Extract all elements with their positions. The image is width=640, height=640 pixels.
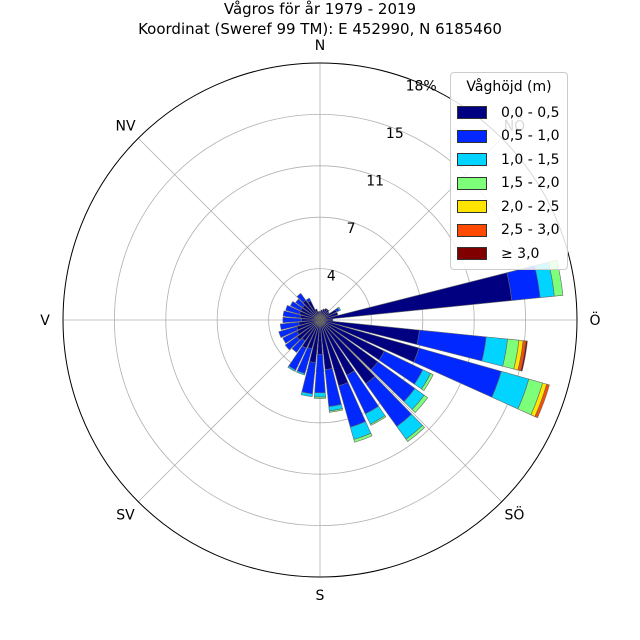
direction-label: S	[316, 588, 325, 604]
sector-bar-segment	[284, 336, 300, 351]
radial-tick-label: 4	[327, 268, 336, 284]
radial-tick-labels: 4 7 11 15 18%	[327, 78, 437, 284]
sector-bar-segment	[353, 432, 373, 443]
grid-spoke	[137, 319, 321, 503]
polar-grid	[63, 63, 577, 577]
sector-bar-segment	[421, 373, 434, 392]
sector-bar-segment	[405, 425, 425, 443]
radial-tick-label: 15	[386, 126, 404, 142]
radial-tick-label: 7	[347, 221, 356, 237]
legend-swatch	[457, 176, 487, 190]
sector-bar-segment	[319, 311, 339, 321]
legend-swatch	[457, 129, 487, 143]
sector-bar-segment	[411, 394, 429, 413]
legend-title: Våghöjd (m)	[466, 79, 552, 95]
sector-bar-segment	[319, 309, 330, 321]
sector-bar-segment	[328, 408, 344, 413]
legend-item: 2,0 - 2,5	[457, 195, 561, 219]
legend-label: 0,5 - 1,0	[501, 128, 560, 145]
legend-items: 0,0 - 0,5 0,5 - 1,0 1,0 - 1,5 1,5 - 2,0 2,0 …	[457, 101, 561, 266]
sector-bar-segment	[314, 308, 321, 321]
sector-bar-segment	[282, 330, 300, 344]
sector-bar-segment	[290, 301, 303, 312]
legend-label: 2,0 - 2,5	[501, 198, 560, 215]
grid-spoke	[137, 137, 321, 321]
direction-label: V	[40, 313, 50, 329]
sector-bar-segment	[296, 370, 306, 376]
legend-item: 1,5 - 2,0	[457, 172, 561, 196]
legend-label: 0,0 - 0,5	[501, 104, 560, 121]
grid-spoke	[319, 319, 503, 503]
legend-item: 0,0 - 0,5	[457, 101, 561, 125]
legend-swatch	[457, 247, 487, 261]
legend-item: 2,5 - 3,0	[457, 219, 561, 243]
legend-label: ≥ 3,0	[501, 245, 540, 262]
polar-frame	[62, 62, 578, 578]
legend-swatch	[457, 223, 487, 237]
sector-bar-segment	[314, 392, 326, 398]
sector-bar-segment	[369, 415, 387, 426]
sector-bar-segment	[300, 391, 313, 398]
legend: Våghöjd (m) 0,0 - 0,5 0,5 - 1,0 1,0 - 1,5 1…	[450, 72, 568, 270]
sector-bar-segment	[282, 316, 302, 324]
sector-bar-segment	[278, 326, 299, 338]
legend-swatch	[457, 153, 487, 167]
sector-bar-segment	[296, 292, 307, 304]
direction-label: N	[315, 38, 325, 54]
sector-bar-segment	[317, 311, 321, 321]
chart-subtitle: Koordinat (Sweref 99 TM): E 452990, N 61…	[138, 20, 502, 38]
sector-bar-segment	[295, 298, 306, 308]
legend-item: 0,5 - 1,0	[457, 125, 561, 149]
sector-bar-segment	[305, 297, 312, 303]
legend-swatch	[457, 106, 487, 120]
legend-item: 1,0 - 1,5	[457, 148, 561, 172]
sector-bar-segment	[285, 304, 301, 315]
sector-bar-segment	[319, 311, 330, 321]
direction-label: SÖ	[505, 505, 525, 523]
legend-swatch	[457, 200, 487, 214]
direction-label: NV	[116, 119, 136, 135]
radial-tick-label: 11	[366, 173, 384, 189]
legend-label: 2,5 - 3,0	[501, 222, 560, 239]
sector-bar-segment	[319, 318, 334, 322]
direction-label: SV	[116, 507, 135, 523]
sector-bar-segment	[534, 383, 550, 419]
direction-label: Ö	[589, 311, 600, 329]
sector-bar-segment	[337, 306, 341, 312]
sector-bar-segment	[287, 365, 297, 372]
sector-bar-segment	[291, 338, 306, 353]
legend-label: 1,0 - 1,5	[501, 151, 560, 168]
sector-bar-segment	[279, 321, 300, 331]
sector-bar-segment	[520, 340, 528, 372]
sector-bar-segment	[313, 396, 327, 399]
sector-bar-segment	[282, 310, 301, 319]
chart-title: Vågros för år 1979 - 2019	[224, 0, 416, 18]
sector-bars	[278, 259, 564, 443]
radial-tick-label: 18%	[406, 78, 437, 94]
legend-item: ≥ 3,0	[457, 242, 561, 266]
legend-label: 1,5 - 2,0	[501, 175, 560, 192]
